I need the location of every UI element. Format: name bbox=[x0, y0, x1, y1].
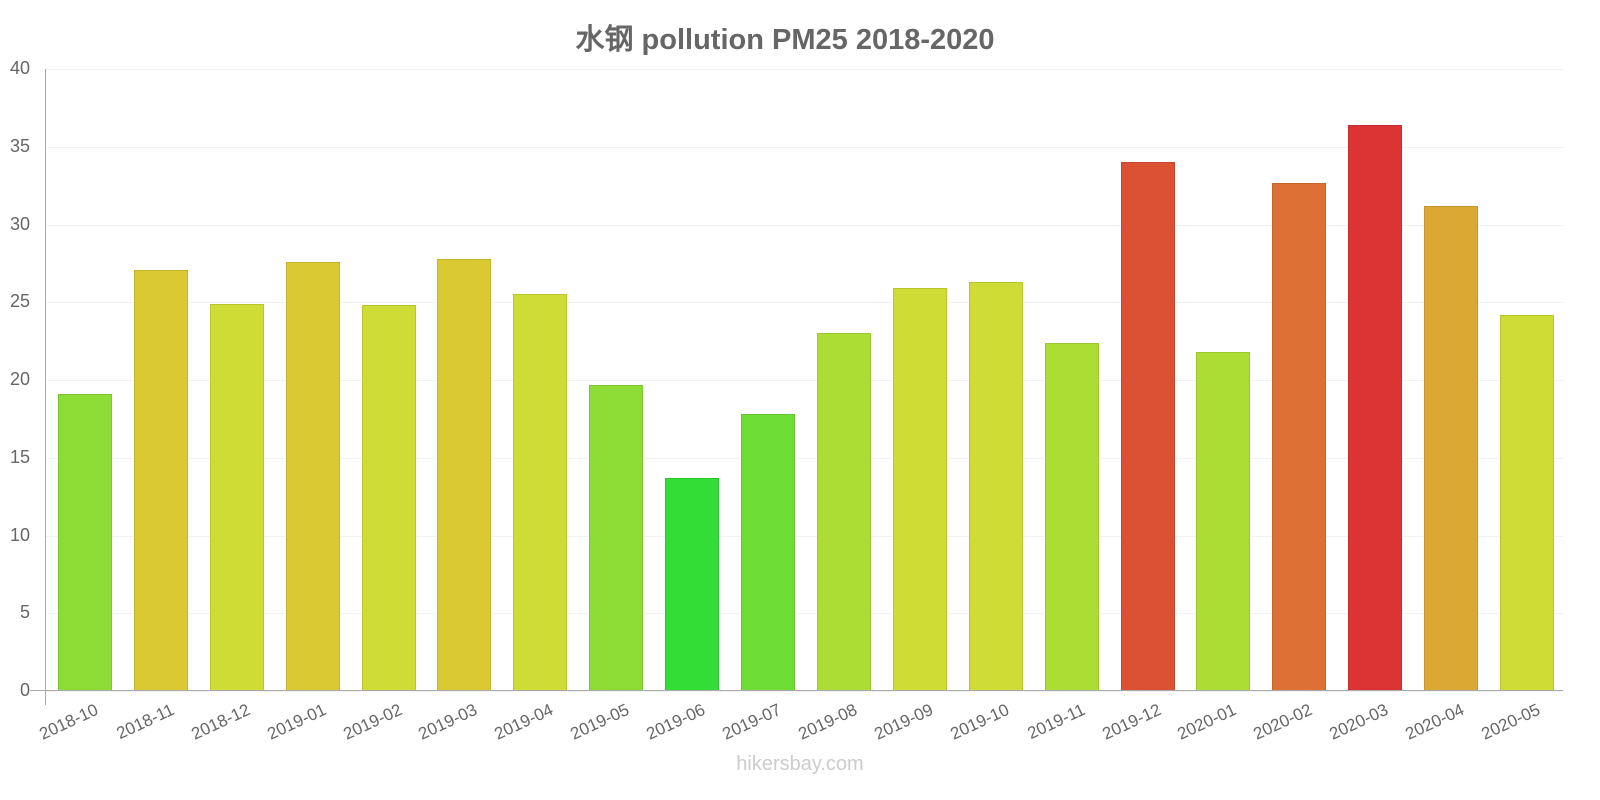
x-tick-label: 2019-09 bbox=[871, 700, 936, 744]
bar-2020-05[interactable] bbox=[1500, 314, 1555, 691]
bar-2019-03[interactable] bbox=[437, 258, 492, 691]
bar-2018-12[interactable] bbox=[209, 303, 264, 691]
bar-2020-02[interactable] bbox=[1272, 182, 1327, 691]
x-tick-label: 2019-08 bbox=[795, 700, 860, 744]
bar-2019-11[interactable] bbox=[1044, 342, 1099, 691]
x-tick-label: 2020-05 bbox=[1478, 700, 1544, 744]
bar-2018-10[interactable] bbox=[57, 394, 112, 691]
y-tick-label: 15 bbox=[9, 446, 30, 467]
x-tick-label: 2019-06 bbox=[643, 700, 709, 744]
plot-area bbox=[45, 69, 1563, 692]
bar-2018-11[interactable] bbox=[133, 269, 188, 691]
y-tick-label: 20 bbox=[9, 369, 30, 389]
x-tick-label: 2018-12 bbox=[188, 700, 253, 744]
gridline bbox=[45, 380, 1563, 381]
x-tick-label: 2019-05 bbox=[567, 700, 633, 744]
bar-2019-10[interactable] bbox=[968, 282, 1023, 691]
x-tick-label: 2019-10 bbox=[947, 700, 1012, 744]
bar-2020-04[interactable] bbox=[1424, 205, 1479, 691]
bar-2019-04[interactable] bbox=[513, 294, 568, 691]
gridline bbox=[45, 224, 1563, 226]
watermark: hikersbay.com bbox=[736, 753, 864, 775]
gridline bbox=[45, 691, 1563, 692]
y-tick-label: 5 bbox=[19, 602, 30, 623]
x-tick-label: 2020-03 bbox=[1326, 700, 1392, 744]
x-tick-label: 2020-04 bbox=[1402, 700, 1468, 744]
x-tick-label: 2019-01 bbox=[264, 700, 329, 744]
bar-2019-08[interactable] bbox=[816, 333, 871, 691]
x-tick-label: 2020-02 bbox=[1250, 700, 1316, 744]
bar-2019-09[interactable] bbox=[892, 288, 947, 691]
x-tick-label: 2019-03 bbox=[415, 700, 481, 744]
bar-2019-07[interactable] bbox=[741, 414, 796, 691]
bar-2020-03[interactable] bbox=[1348, 124, 1403, 691]
x-tick-label: 2019-07 bbox=[719, 700, 785, 744]
bar-2020-01[interactable] bbox=[1196, 352, 1251, 691]
chart-title: 水钢 pollution PM25 2018-2020 bbox=[575, 24, 995, 56]
x-tick-label: 2018-11 bbox=[113, 700, 177, 744]
y-tick-label: 30 bbox=[9, 213, 30, 234]
x-tick-label: 2018-10 bbox=[36, 700, 101, 744]
y-tick-label: 0 bbox=[19, 680, 30, 700]
bar-2019-05[interactable] bbox=[589, 384, 644, 691]
x-tick-label: 2019-11 bbox=[1024, 700, 1088, 744]
bar-2019-12[interactable] bbox=[1120, 162, 1175, 691]
gridline bbox=[45, 302, 1563, 304]
gridline bbox=[45, 146, 1563, 148]
gridline bbox=[45, 613, 1563, 615]
bar-2019-02[interactable] bbox=[361, 305, 416, 691]
x-tick-label: 2019-12 bbox=[1099, 700, 1164, 744]
x-tick-label: 2020-01 bbox=[1174, 700, 1240, 744]
y-tick-label: 40 bbox=[9, 58, 30, 78]
bar-2019-01[interactable] bbox=[285, 261, 340, 691]
x-axis-line bbox=[30, 690, 1563, 691]
y-tick-label: 35 bbox=[9, 135, 30, 156]
gridline bbox=[45, 535, 1563, 537]
y-axis-line bbox=[45, 69, 46, 705]
gridline bbox=[45, 69, 1563, 70]
y-tick-label: 25 bbox=[9, 291, 30, 312]
x-tick-label: 2019-02 bbox=[340, 700, 405, 744]
gridline bbox=[45, 457, 1563, 459]
y-tick-label: 10 bbox=[9, 524, 30, 545]
bar-2019-06[interactable] bbox=[665, 477, 720, 691]
x-tick-label: 2019-04 bbox=[491, 700, 557, 744]
